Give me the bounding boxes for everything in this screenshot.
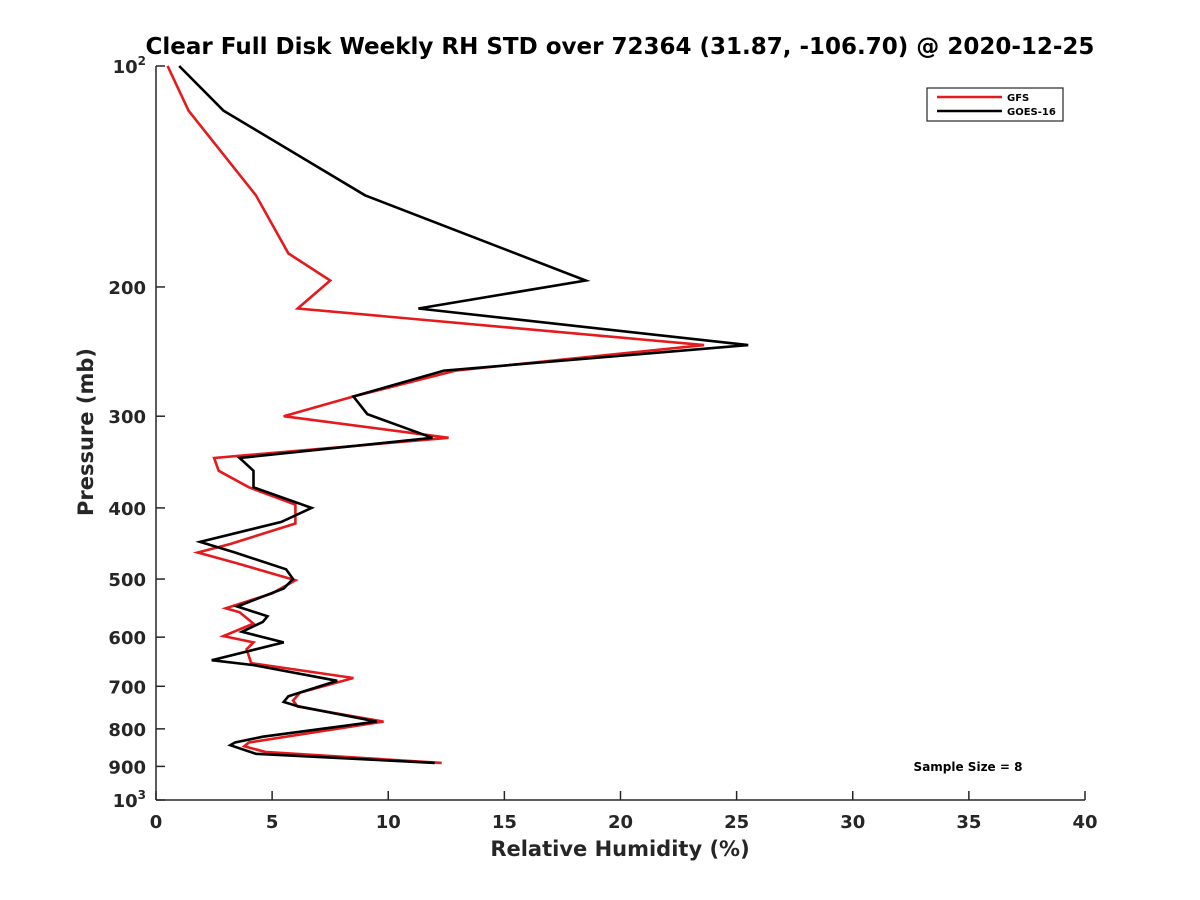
sample-size-annotation: Sample Size = 8 [914,760,1023,774]
series-line-goes-16 [178,65,749,765]
legend-box [926,87,1064,122]
x-tick-label: 40 [1072,812,1097,833]
y-tick-label: 700 [108,677,146,698]
y-tick-label: 300 [108,407,146,428]
x-tick-label: 35 [956,812,981,833]
x-tick-label: 25 [724,812,749,833]
chart-title: Clear Full Disk Weekly RH STD over 72364… [146,34,1095,60]
y-tick-label: 900 [108,757,146,778]
y-axis-label: Pressure (mb) [74,348,98,516]
x-tick-label: 5 [266,812,279,833]
plot-area: 0 5 10 15 20 25 30 35 40 102 200 300 400 500 600 700 80… [108,54,1097,833]
y-tick-label: 102 [113,54,146,78]
y-tick-label: 600 [108,628,146,649]
x-axis-label: Relative Humidity (%) [490,837,749,861]
legend-label-goes16: GOES-16 [1007,107,1056,118]
x-tick-label: 20 [608,812,633,833]
legend: GFS GOES-16 [926,87,1064,122]
x-tick-label: 0 [150,812,163,833]
x-tick-label: 15 [492,812,517,833]
x-tick-label: 30 [840,812,865,833]
series-lines [166,65,749,765]
series-line-gfs [166,65,705,765]
y-tick-label: 400 [108,499,146,520]
x-tick-label: 10 [376,812,401,833]
y-tick-label: 103 [113,788,146,812]
legend-label-gfs: GFS [1007,93,1029,104]
y-tick-label: 500 [108,570,146,591]
y-tick-label: 200 [108,278,146,299]
y-axis-ticks: 102 200 300 400 500 600 700 800 900 103 [108,54,165,812]
y-tick-label: 800 [108,720,146,741]
x-axis-ticks: 0 5 10 15 20 25 30 35 40 [150,791,1098,833]
plot-frame [156,66,1085,800]
